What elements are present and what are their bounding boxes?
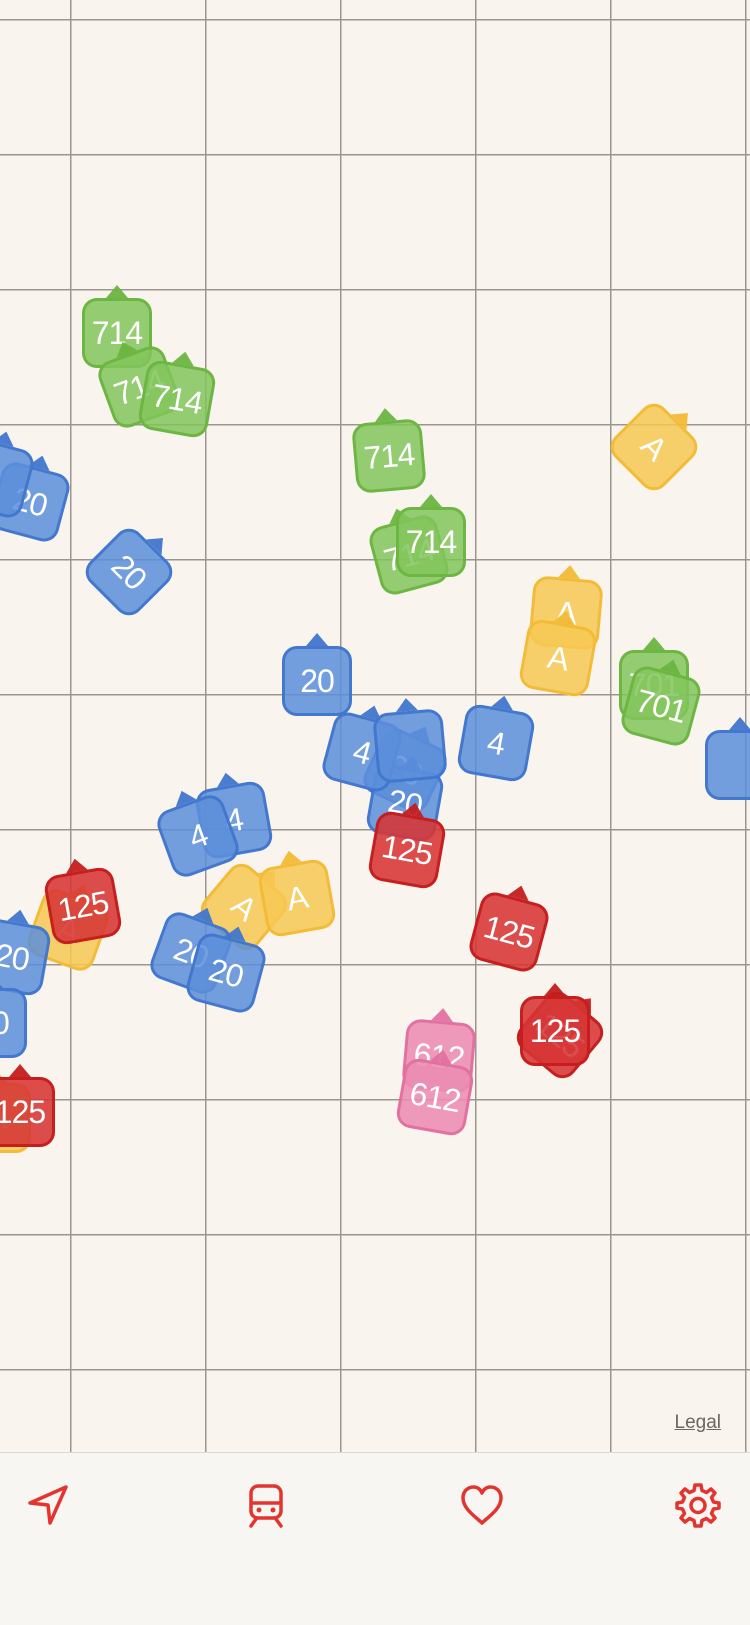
vehicle-marker[interactable]: 4: [455, 693, 537, 784]
tab-nearby[interactable]: [18, 1475, 78, 1535]
marker-line-label: [705, 730, 750, 800]
direction-arrow-icon: [106, 285, 128, 298]
marker-line-label: 125: [366, 809, 448, 891]
direction-arrow-icon: [306, 633, 328, 646]
location-arrow-icon: [28, 1485, 68, 1525]
marker-line-label: 4: [455, 702, 537, 784]
vehicle-marker[interactable]: [705, 717, 750, 800]
tab-settings[interactable]: [668, 1475, 728, 1535]
vehicle-marker[interactable]: 612: [394, 1047, 476, 1138]
direction-arrow-icon: [729, 717, 750, 730]
marker-line-label: 714: [136, 358, 218, 440]
vehicle-marker[interactable]: 20: [79, 522, 179, 622]
vehicle-marker[interactable]: 125: [0, 1064, 55, 1147]
marker-line-label: 125: [466, 889, 552, 975]
marker-line-label: 125: [42, 865, 124, 947]
heart-icon: [461, 1485, 503, 1525]
tab-lines[interactable]: [236, 1475, 296, 1535]
vehicle-marker[interactable]: 125: [520, 983, 590, 1066]
marker-line-label: 125: [0, 1077, 55, 1147]
vehicle-marker[interactable]: 20: [0, 907, 53, 998]
vehicle-marker[interactable]: 125: [42, 856, 124, 947]
gear-icon: [675, 1483, 721, 1528]
vehicle-marker[interactable]: A: [517, 608, 599, 699]
marker-line-label: 125: [520, 996, 590, 1066]
vehicle-marker[interactable]: 714: [351, 407, 427, 494]
vehicle-marker[interactable]: 125: [466, 882, 552, 975]
vehicle-marker[interactable]: 125: [366, 800, 448, 891]
marker-line-label: 612: [394, 1056, 476, 1138]
marker-line-label: A: [256, 857, 338, 939]
vehicle-marker[interactable]: 714: [136, 349, 218, 440]
marker-line-label: A: [604, 397, 704, 497]
direction-arrow-icon: [643, 637, 665, 650]
vehicle-marker[interactable]: A: [604, 397, 704, 497]
vehicle-marker[interactable]: 20: [282, 633, 352, 716]
direction-arrow-icon: [544, 983, 566, 996]
tab-bar: [0, 1452, 750, 1625]
train-icon: [249, 1484, 283, 1528]
marker-line-label: 714: [396, 507, 466, 577]
transit-map[interactable]: 714714714714714714701701AAAAAAA202020202…: [0, 0, 750, 1452]
marker-line-label: 20: [282, 646, 352, 716]
vehicle-marker[interactable]: 714: [396, 494, 466, 577]
marker-line-label: 20: [0, 988, 27, 1058]
direction-arrow-icon: [0, 975, 3, 988]
marker-line-label: 20: [0, 916, 53, 998]
marker-line-label: [372, 708, 448, 784]
vehicle-marker[interactable]: [372, 697, 448, 784]
vehicle-marker[interactable]: A: [256, 848, 338, 939]
direction-arrow-icon: [420, 494, 442, 507]
direction-arrow-icon: [0, 1070, 7, 1083]
marker-line-label: 20: [79, 522, 179, 622]
vehicle-marker[interactable]: 20: [0, 975, 27, 1058]
tab-favorites[interactable]: [452, 1475, 512, 1535]
legal-link[interactable]: Legal: [674, 1412, 722, 1433]
direction-arrow-icon: [9, 1064, 31, 1077]
marker-line-label: A: [517, 617, 599, 699]
marker-line-label: 714: [351, 418, 427, 494]
